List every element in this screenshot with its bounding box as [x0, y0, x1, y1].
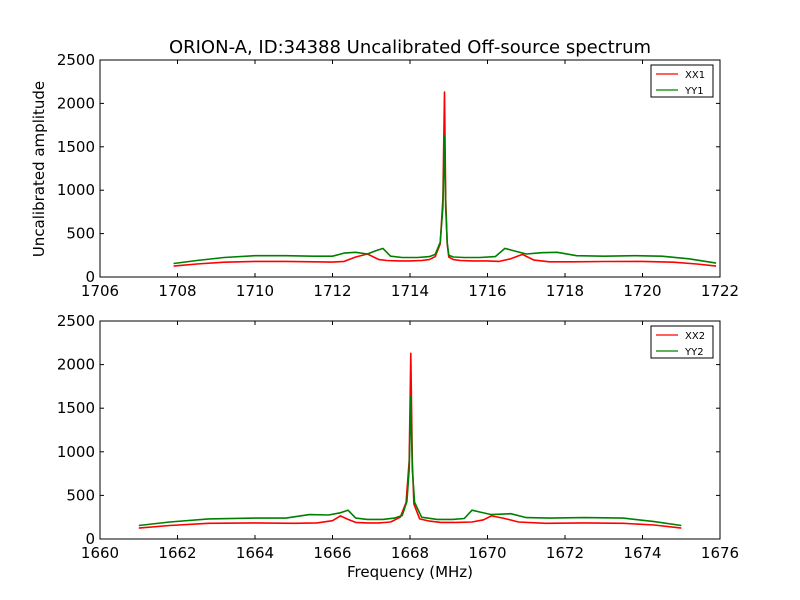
y-tick-label: 2000 — [57, 356, 95, 374]
x-tick-label: 1676 — [701, 544, 739, 562]
y-tick-label: 2500 — [57, 51, 95, 69]
legend-label-yy2: YY2 — [684, 347, 704, 358]
y-tick-label: 500 — [66, 486, 95, 504]
y-tick-label: 500 — [66, 225, 95, 243]
x-tick-label: 1722 — [701, 282, 739, 300]
x-tick-label: 1716 — [468, 282, 506, 300]
x-tick-label: 1720 — [623, 282, 661, 300]
x-tick-label: 1708 — [158, 282, 196, 300]
x-tick-label: 1712 — [313, 282, 351, 300]
x-tick-label: 1674 — [623, 544, 661, 562]
y-tick-label: 1500 — [57, 138, 95, 156]
x-tick-label: 1672 — [546, 544, 584, 562]
bottom-subplot: Frequency (MHz) 1660 1662 1664 1666 1668 1670… — [57, 312, 739, 581]
x-axis-label: Frequency (MHz) — [347, 563, 473, 581]
legend-box — [650, 325, 714, 359]
x-tick-label: 1662 — [158, 544, 196, 562]
y-tick-label: 0 — [85, 530, 95, 548]
x-tick-label: 1664 — [236, 544, 274, 562]
y-tick-label: 2500 — [57, 312, 95, 330]
x-tick-label: 1714 — [391, 282, 429, 300]
y-tick-label: 1500 — [57, 399, 95, 417]
x-tick-label: 1660 — [81, 544, 119, 562]
legend-label-xx1: XX1 — [685, 70, 705, 81]
chart-title: ORION-A, ID:34388 Uncalibrated Off-sourc… — [169, 37, 651, 58]
series-line-xx2 — [138, 352, 682, 529]
series-line-yy1 — [173, 134, 717, 265]
y-tick-label: 1000 — [57, 181, 95, 199]
x-tick-label: 1718 — [546, 282, 584, 300]
x-tick-label: 1706 — [81, 282, 119, 300]
bottom-plot-area: 1660 1662 1664 1666 1668 1670 1672 1674 1676 0 500… — [57, 312, 739, 562]
series-line-yy2 — [138, 395, 682, 527]
top-subplot: ORION-A, ID:34388 Uncalibrated Off-sourc… — [30, 37, 739, 300]
x-tick-label: 1666 — [313, 544, 351, 562]
x-tick-label: 1668 — [391, 544, 429, 562]
legend-label-yy1: YY1 — [684, 86, 704, 97]
legend-box — [650, 64, 714, 98]
y-axis-label: Uncalibrated amplitude — [30, 81, 48, 257]
x-tick-label: 1710 — [236, 282, 274, 300]
y-tick-label: 0 — [85, 268, 95, 286]
legend-label-xx2: XX2 — [685, 331, 705, 342]
top-plot-area: 1706 1708 1710 1712 1714 1716 1718 1720 1722 0 500… — [57, 51, 739, 300]
y-tick-label: 1000 — [57, 443, 95, 461]
x-tick-label: 1670 — [468, 544, 506, 562]
y-tick-label: 2000 — [57, 94, 95, 112]
